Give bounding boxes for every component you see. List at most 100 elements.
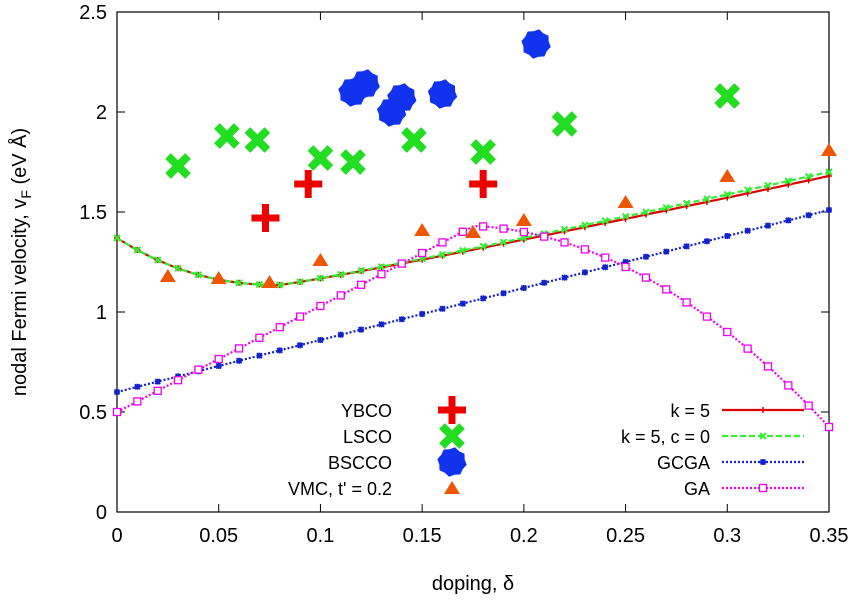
series-point — [235, 357, 243, 364]
series-point — [215, 362, 222, 370]
data-point — [719, 169, 736, 182]
series-point — [621, 212, 630, 221]
series-ybco — [251, 170, 498, 232]
y-tick-label: 1 — [96, 302, 107, 324]
series-point — [642, 208, 650, 216]
series-point — [702, 312, 712, 321]
y-axis-label-unit: (eV Å) — [8, 128, 31, 190]
series-point — [601, 253, 610, 262]
legend-marker — [437, 447, 467, 477]
series-point — [377, 270, 386, 279]
data-point — [165, 153, 191, 179]
axis-ticks: 0 0.05 0.1 0.15 0.2 0.25 0.3 0.35 0 0.5 1 1.5 2 2.5 — [79, 2, 848, 547]
series-point — [805, 177, 812, 184]
data-point — [387, 83, 417, 113]
series-point — [825, 206, 833, 214]
data-point — [821, 143, 837, 156]
x-tick-label: 0.25 — [606, 525, 645, 547]
series-point — [255, 280, 264, 289]
x-tick-label: 0.15 — [403, 525, 442, 547]
data-point — [469, 170, 498, 198]
y-axis-label-subscript: F — [18, 190, 34, 199]
x-tick-label: 0 — [111, 525, 122, 547]
series-ga — [112, 222, 834, 432]
series-point — [397, 259, 406, 268]
y-tick-label: 2.5 — [79, 2, 107, 24]
series-point — [519, 227, 529, 237]
series-point — [743, 344, 752, 353]
y-axis-label-main: nodal Fermi velocity, v — [9, 199, 31, 396]
series-point — [479, 242, 487, 251]
y-tick-label: 2 — [96, 102, 107, 124]
series-point — [602, 264, 609, 271]
series-point — [113, 234, 121, 242]
series-point — [134, 383, 141, 390]
legend-scatter: YBCO LSCO BSCCO VMC, t' = 0.2 — [288, 396, 467, 499]
legend-marker — [760, 407, 766, 413]
data-point — [251, 204, 280, 232]
series-point — [784, 381, 793, 390]
series-line — [116, 224, 830, 428]
data-point — [414, 223, 431, 236]
series-point — [295, 312, 305, 321]
series-point — [398, 316, 405, 323]
legend-marker — [444, 481, 460, 494]
series-point — [581, 221, 589, 229]
series-point — [601, 217, 609, 225]
series-point — [520, 284, 527, 292]
series-point — [703, 238, 711, 245]
series-point — [438, 250, 447, 259]
series-point — [174, 264, 182, 272]
series-point — [804, 172, 813, 181]
legend-label: k = 5, c = 0 — [621, 427, 710, 447]
series-point — [419, 310, 426, 318]
series-point — [642, 253, 650, 260]
series-point — [785, 181, 792, 188]
series-point — [235, 279, 243, 287]
series-point — [683, 243, 690, 250]
legend-marker — [759, 432, 767, 440]
series-point — [459, 246, 467, 255]
legend-label: LSCO — [343, 427, 392, 447]
series-point — [622, 258, 629, 266]
series-point — [357, 326, 365, 333]
data-point — [714, 83, 741, 109]
series-line — [116, 170, 830, 287]
series-point — [357, 266, 365, 275]
series-point — [500, 290, 507, 297]
series-point — [194, 271, 203, 279]
series-point — [255, 333, 264, 342]
x-tick-label: 0.3 — [713, 525, 741, 547]
y-tick-label: 1.5 — [79, 202, 107, 224]
data-point — [307, 145, 334, 171]
series-point — [541, 279, 548, 286]
series-point — [133, 246, 142, 254]
legend-marker — [759, 458, 767, 466]
legend-lines: k = 5 k = 5, c = 0 GCGA GA — [621, 401, 804, 499]
line-series — [112, 168, 834, 432]
x-tick-label: 0.05 — [199, 525, 238, 547]
series-point — [154, 378, 161, 385]
series-point — [173, 376, 183, 385]
series-point — [662, 203, 670, 212]
series-point — [337, 331, 344, 338]
series-point — [641, 273, 651, 282]
series-point — [417, 248, 427, 258]
series-point — [153, 256, 162, 264]
data-point — [294, 170, 323, 198]
series-point — [480, 295, 487, 302]
data-point — [340, 149, 366, 175]
series-point — [153, 386, 162, 395]
series-point — [214, 354, 223, 364]
y-axis-label: nodal Fermi velocity, vF (eV Å) — [8, 128, 34, 396]
series-point — [723, 327, 732, 337]
series-point — [763, 362, 773, 371]
series-point — [724, 232, 731, 240]
data-point — [214, 123, 240, 149]
series-point — [458, 227, 467, 236]
data-point — [210, 271, 227, 284]
series-point — [378, 321, 385, 328]
data-point — [401, 127, 427, 153]
series-point — [580, 245, 590, 254]
legend-label: VMC, t' = 0.2 — [288, 479, 392, 499]
